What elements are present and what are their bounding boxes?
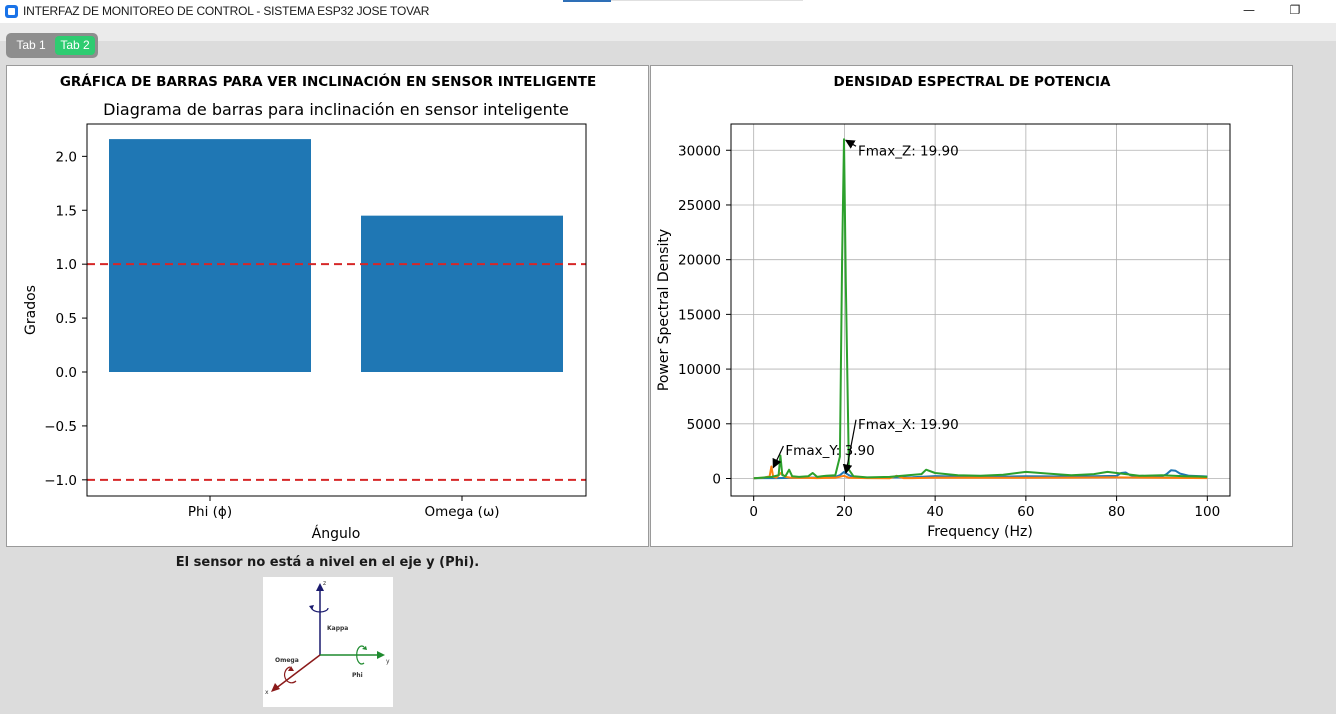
axes-illustration: z Kappa y Phi x Omega <box>265 580 390 696</box>
titlebar-accent-line <box>563 0 611 2</box>
panel-header: DENSIDAD ESPECTRAL DE POTENCIA <box>834 74 1112 90</box>
annotation-label: Fmax_Z: 19.90 <box>858 143 959 159</box>
y-tick-label: 30000 <box>678 143 721 159</box>
panel-header: GRÁFICA DE BARRAS PARA VER INCLINACIÓN E… <box>60 72 596 90</box>
phi-arrow-icon <box>362 646 367 650</box>
window-title: INTERFAZ DE MONITOREO DE CONTROL - SISTE… <box>23 4 430 18</box>
x-tick-label: 80 <box>1108 504 1125 520</box>
x-tick-label: Phi (ϕ) <box>188 504 232 520</box>
y-tick-label: 0.0 <box>56 365 77 381</box>
omega-arrow-icon <box>288 666 294 671</box>
omega-rotation-icon <box>283 666 297 684</box>
annotation-arrow <box>844 139 857 149</box>
y-tick-label: 10000 <box>678 362 721 378</box>
x-tick-label: 60 <box>1017 504 1034 520</box>
psd-chart-panel: DENSIDAD ESPECTRAL DE POTENCIA 0 20 40 60 80… <box>650 65 1293 547</box>
psd-series-x <box>753 469 1208 480</box>
maximize-button[interactable]: ❐ <box>1289 3 1301 17</box>
y-tick-label: 5000 <box>687 417 721 433</box>
kappa-rotation-icon <box>311 607 329 613</box>
psd-line-chart: DENSIDAD ESPECTRAL DE POTENCIA 0 20 40 60 80… <box>656 74 1231 540</box>
x-axis-label: Frequency (Hz) <box>927 524 1033 540</box>
plot-frame <box>730 123 1231 497</box>
x-axis-line <box>274 654 321 690</box>
x-axis-label: Ángulo <box>312 525 361 542</box>
x-tick-label: 0 <box>749 504 758 520</box>
annotation-arrow <box>772 445 784 469</box>
phi-label: Phi <box>352 672 363 679</box>
annotation-label: Fmax_Y: 3.90 <box>785 443 874 459</box>
app-icon <box>5 5 18 18</box>
y-axis-arrow-icon <box>377 651 385 659</box>
tab-bar: Tab 1 Tab 2 <box>6 33 98 58</box>
y-tick-label: 25000 <box>678 198 721 214</box>
y-tick-label: 1.0 <box>56 257 77 273</box>
titlebar-divider <box>611 0 803 1</box>
y-tick-label: 0 <box>712 471 721 487</box>
psd-series-z <box>753 138 1208 480</box>
chart-title: Diagrama de barras para inclinación en s… <box>103 100 569 119</box>
psd-series-y <box>753 465 1208 480</box>
tab-2[interactable]: Tab 2 <box>55 36 95 55</box>
inclination-bar-chart: GRÁFICA DE BARRAS PARA VER INCLINACIÓN E… <box>23 72 596 542</box>
x-tick-label: 40 <box>927 504 944 520</box>
y-tick-label: 20000 <box>678 253 721 269</box>
level-status-message: El sensor no está a nivel en el eje y (P… <box>175 555 480 570</box>
bar <box>361 215 563 372</box>
y-tick-label: 2.0 <box>56 149 77 165</box>
bar <box>109 139 311 372</box>
minimize-button[interactable]: — <box>1243 3 1255 17</box>
y-tick-label: 15000 <box>678 307 721 323</box>
x-tick-label: Omega (ω) <box>424 504 499 520</box>
tab-strip-background <box>0 23 1336 41</box>
x-axis-label: x <box>265 689 269 696</box>
orientation-diagram: z Kappa y Phi x Omega <box>263 577 393 707</box>
plot-frame <box>86 123 587 497</box>
z-axis-label: z <box>323 580 326 587</box>
kappa-label: Kappa <box>327 625 348 632</box>
inclination-chart-panel: GRÁFICA DE BARRAS PARA VER INCLINACIÓN E… <box>6 65 649 547</box>
annotation-arrow <box>842 419 857 475</box>
omega-label: Omega <box>275 657 299 664</box>
tab-1[interactable]: Tab 1 <box>16 38 46 52</box>
x-tick-label: 20 <box>836 504 853 520</box>
y-axis-label: y <box>386 658 390 665</box>
kappa-arrow-icon <box>309 605 314 610</box>
y-axis-label: Power Spectral Density <box>656 229 672 391</box>
window-titlebar: INTERFAZ DE MONITOREO DE CONTROL - SISTE… <box>0 0 1336 23</box>
y-tick-label: 1.5 <box>56 203 77 219</box>
y-tick-label: 0.5 <box>56 311 77 327</box>
annotation-label: Fmax_X: 19.90 <box>858 417 959 433</box>
y-tick-label: −0.5 <box>44 419 77 435</box>
x-axis-arrow-icon <box>271 683 280 692</box>
x-tick-label: 100 <box>1194 504 1220 520</box>
y-tick-label: −1.0 <box>44 473 77 489</box>
phi-rotation-icon <box>356 645 365 665</box>
y-axis-label: Grados <box>23 285 39 335</box>
z-axis-arrow-icon <box>316 583 324 591</box>
